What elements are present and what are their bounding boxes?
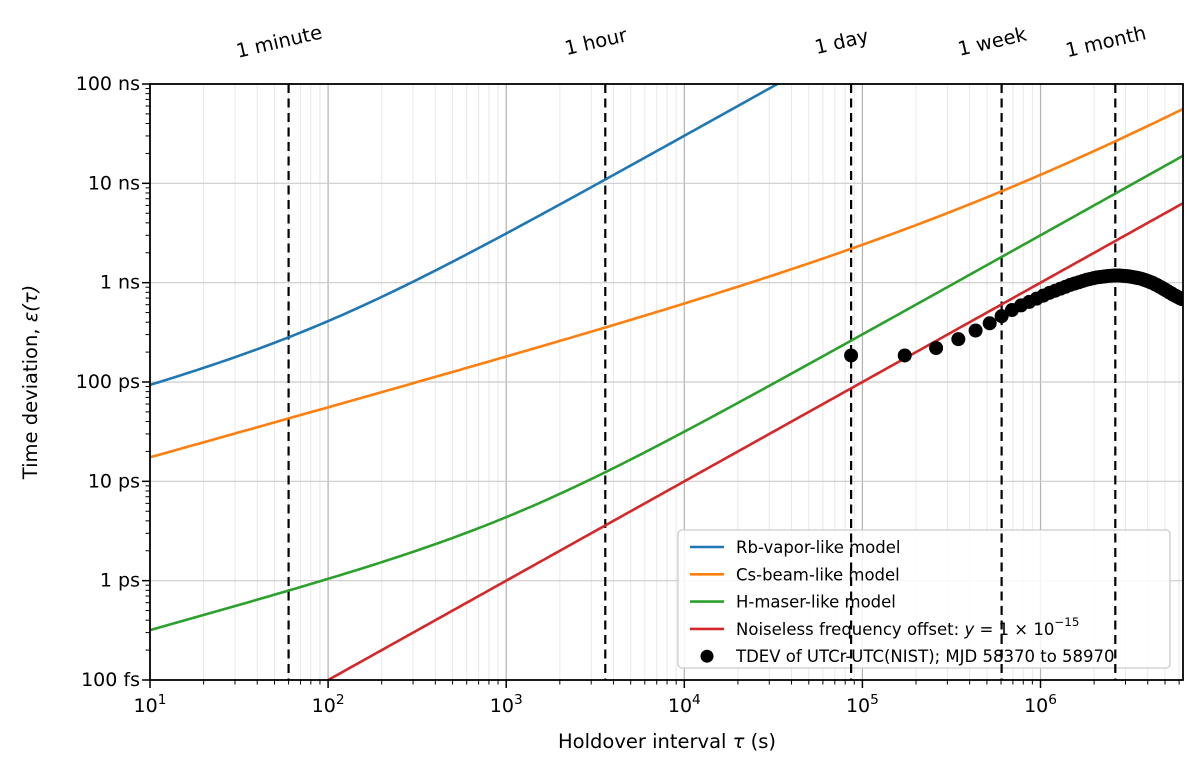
x-tick-label: 102 xyxy=(312,692,345,717)
y-axis-title: Time deviation, ε(τ) xyxy=(19,285,42,480)
tdev-point xyxy=(929,340,944,355)
legend-label: Cs-beam-like model xyxy=(736,565,900,584)
legend-label: H-maser-like model xyxy=(736,592,896,611)
legend-label: TDEV of UTCr-UTC(NIST); MJD 58370 to 589… xyxy=(735,647,1115,666)
legend-swatch-dot xyxy=(700,649,714,663)
x-tick-label: 106 xyxy=(1024,692,1057,717)
tdev-point xyxy=(1175,292,1183,307)
legend-box xyxy=(677,529,1171,669)
tdev-point xyxy=(844,348,859,363)
series-line-freq-offset xyxy=(325,202,1183,680)
y-axis-title-group: Time deviation, ε(τ) xyxy=(19,285,42,480)
legend-entry-h-maser: H-maser-like model xyxy=(690,592,896,611)
major-horizontal-gridlines xyxy=(150,182,1183,582)
tdev-point xyxy=(951,332,966,347)
legend-entry-cs-beam: Cs-beam-like model xyxy=(690,565,900,584)
tdev-point xyxy=(897,348,912,363)
x-tick-label: 105 xyxy=(846,692,879,717)
y-tick-label: 100 fs xyxy=(81,669,140,691)
y-tick-label: 1 ps xyxy=(100,570,140,592)
tdev-point xyxy=(968,323,983,338)
y-tick-label: 100 ns xyxy=(76,73,140,95)
y-tick-label: 10 ns xyxy=(88,172,140,194)
x-tick-label: 103 xyxy=(490,692,523,717)
axis-ticks xyxy=(142,83,1180,688)
x-axis-title: Holdover interval τ (s) xyxy=(558,730,776,753)
plot-data xyxy=(150,84,1183,680)
y-tick-label: 100 ps xyxy=(76,371,140,393)
series-line-rb-vapor xyxy=(150,84,781,387)
tdev-point xyxy=(994,309,1009,324)
legend-entry-rb-vapor: Rb-vapor-like model xyxy=(690,538,900,557)
x-tick-labels: 101 102 103 104 105 106 xyxy=(134,692,1057,717)
y-tick-labels: 100 ns 10 ns 1 ns 100 ps 10 ps 1 ps 100 fs xyxy=(76,73,140,691)
y-tick-label: 10 ps xyxy=(88,470,140,492)
time-marker-lines xyxy=(287,84,1117,680)
legend: Rb-vapor-like model Cs-beam-like model H-m… xyxy=(677,529,1171,669)
series-line-h-maser xyxy=(150,154,1183,632)
scatter-tdev-utcr xyxy=(844,268,1183,363)
y-tick-label: 1 ns xyxy=(100,272,140,294)
legend-label: Rb-vapor-like model xyxy=(736,538,900,557)
x-tick-label: 101 xyxy=(134,692,167,717)
legend-entry-tdev-utcr: TDEV of UTCr-UTC(NIST); MJD 58370 to 589… xyxy=(700,647,1115,666)
series-line-cs-beam xyxy=(150,107,1183,459)
legend-entry-freq-offset: Noiseless frequency offset: y = 1 × 10−1… xyxy=(690,615,1079,638)
tdev-point xyxy=(982,316,997,331)
legend-label: Noiseless frequency offset: y = 1 × 10−1… xyxy=(736,615,1079,638)
x-tick-label: 104 xyxy=(668,692,701,717)
